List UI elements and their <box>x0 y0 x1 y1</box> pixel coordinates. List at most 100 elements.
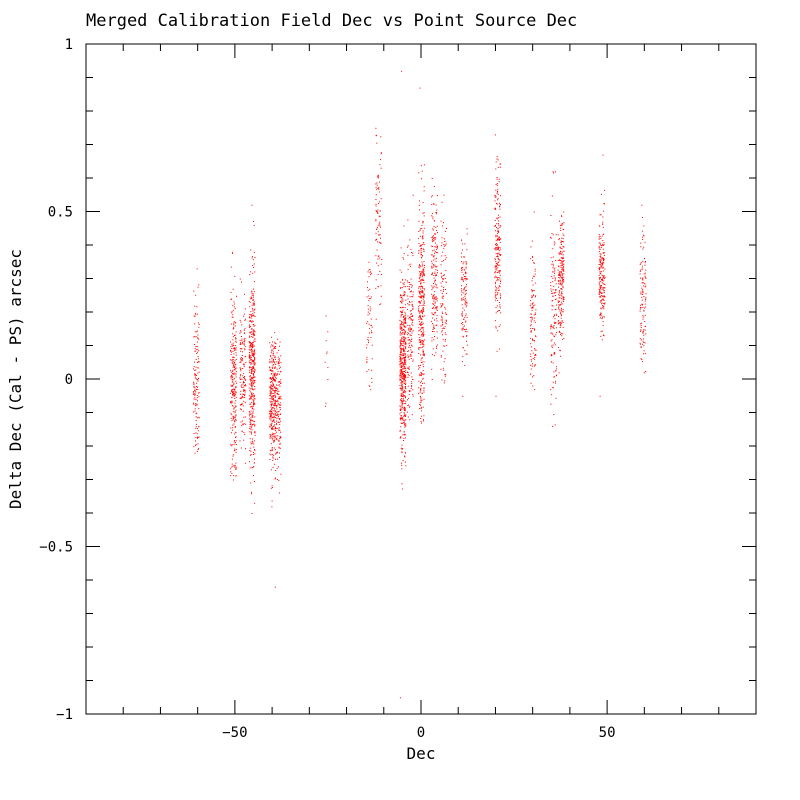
data-point <box>243 400 245 402</box>
data-point <box>405 299 407 301</box>
data-point <box>375 194 377 196</box>
data-point <box>270 414 272 416</box>
data-point <box>240 342 242 344</box>
data-point <box>435 306 437 308</box>
data-point <box>561 224 563 226</box>
data-point <box>198 396 200 398</box>
data-point <box>406 411 408 413</box>
data-point <box>498 348 500 350</box>
data-point <box>420 339 422 341</box>
data-point <box>421 323 423 325</box>
data-point <box>254 324 256 326</box>
data-point <box>411 344 412 346</box>
data-point <box>411 301 413 303</box>
data-point <box>552 281 554 283</box>
data-point <box>231 362 233 364</box>
data-point <box>435 324 437 326</box>
data-point <box>234 334 236 336</box>
data-point <box>441 237 443 239</box>
data-point <box>402 353 404 355</box>
data-point <box>495 289 497 291</box>
data-point <box>279 452 280 454</box>
data-point <box>379 223 381 225</box>
data-point <box>243 329 245 331</box>
data-point <box>279 443 280 445</box>
data-point <box>277 422 279 423</box>
data-point <box>557 234 559 236</box>
data-point <box>422 268 424 270</box>
data-point <box>556 314 558 316</box>
data-point <box>367 308 369 310</box>
data-point <box>533 305 534 307</box>
data-point <box>402 419 404 420</box>
data-point <box>421 224 423 226</box>
data-point <box>271 373 272 375</box>
data-point <box>495 294 497 296</box>
data-point <box>422 286 423 288</box>
data-point <box>243 439 245 441</box>
data-point <box>380 167 382 169</box>
data-point <box>602 267 604 269</box>
data-point <box>420 324 422 326</box>
data-point <box>460 288 462 290</box>
data-point <box>552 386 554 388</box>
data-point <box>419 296 421 298</box>
data-point <box>272 440 274 442</box>
data-point <box>275 376 276 378</box>
data-point <box>277 435 279 437</box>
data-point <box>270 487 272 489</box>
data-point <box>400 422 402 424</box>
data-point <box>410 387 412 389</box>
data-point <box>462 307 464 309</box>
data-point <box>197 313 199 315</box>
data-point <box>463 299 465 301</box>
data-point <box>443 290 444 292</box>
data-point <box>433 283 434 284</box>
data-point <box>600 312 602 314</box>
data-point <box>252 382 254 384</box>
data-point <box>418 327 420 329</box>
data-point <box>550 288 552 290</box>
data-point <box>601 289 603 291</box>
data-point <box>270 346 272 348</box>
data-point <box>371 332 373 334</box>
data-point <box>442 312 444 314</box>
data-point <box>640 323 642 325</box>
data-point <box>275 377 277 379</box>
data-point <box>234 369 236 371</box>
data-point <box>251 370 253 372</box>
data-point <box>276 399 278 401</box>
data-point <box>195 366 197 368</box>
data-point <box>423 354 425 356</box>
data-point <box>645 293 647 295</box>
data-point <box>420 285 422 287</box>
data-point <box>233 301 235 303</box>
data-point <box>254 352 256 354</box>
data-point <box>432 297 434 299</box>
data-point <box>271 438 273 440</box>
data-point <box>230 359 232 361</box>
data-point <box>403 359 405 361</box>
data-point <box>404 347 406 349</box>
data-point <box>420 406 422 408</box>
data-point <box>461 268 463 270</box>
data-point <box>432 313 434 315</box>
data-point <box>500 312 502 314</box>
data-point <box>250 321 252 322</box>
data-point <box>194 373 196 375</box>
data-point <box>280 355 282 357</box>
data-point <box>497 278 498 280</box>
data-point <box>500 280 501 282</box>
data-point <box>462 356 464 358</box>
data-point <box>530 337 532 339</box>
data-point <box>277 403 279 405</box>
data-point <box>603 316 605 318</box>
data-point <box>272 388 274 389</box>
data-point <box>435 266 437 268</box>
data-point <box>194 397 196 399</box>
data-point <box>269 423 271 425</box>
data-point <box>466 344 468 346</box>
data-point <box>401 371 403 372</box>
data-point <box>276 479 278 480</box>
data-point <box>272 401 274 403</box>
